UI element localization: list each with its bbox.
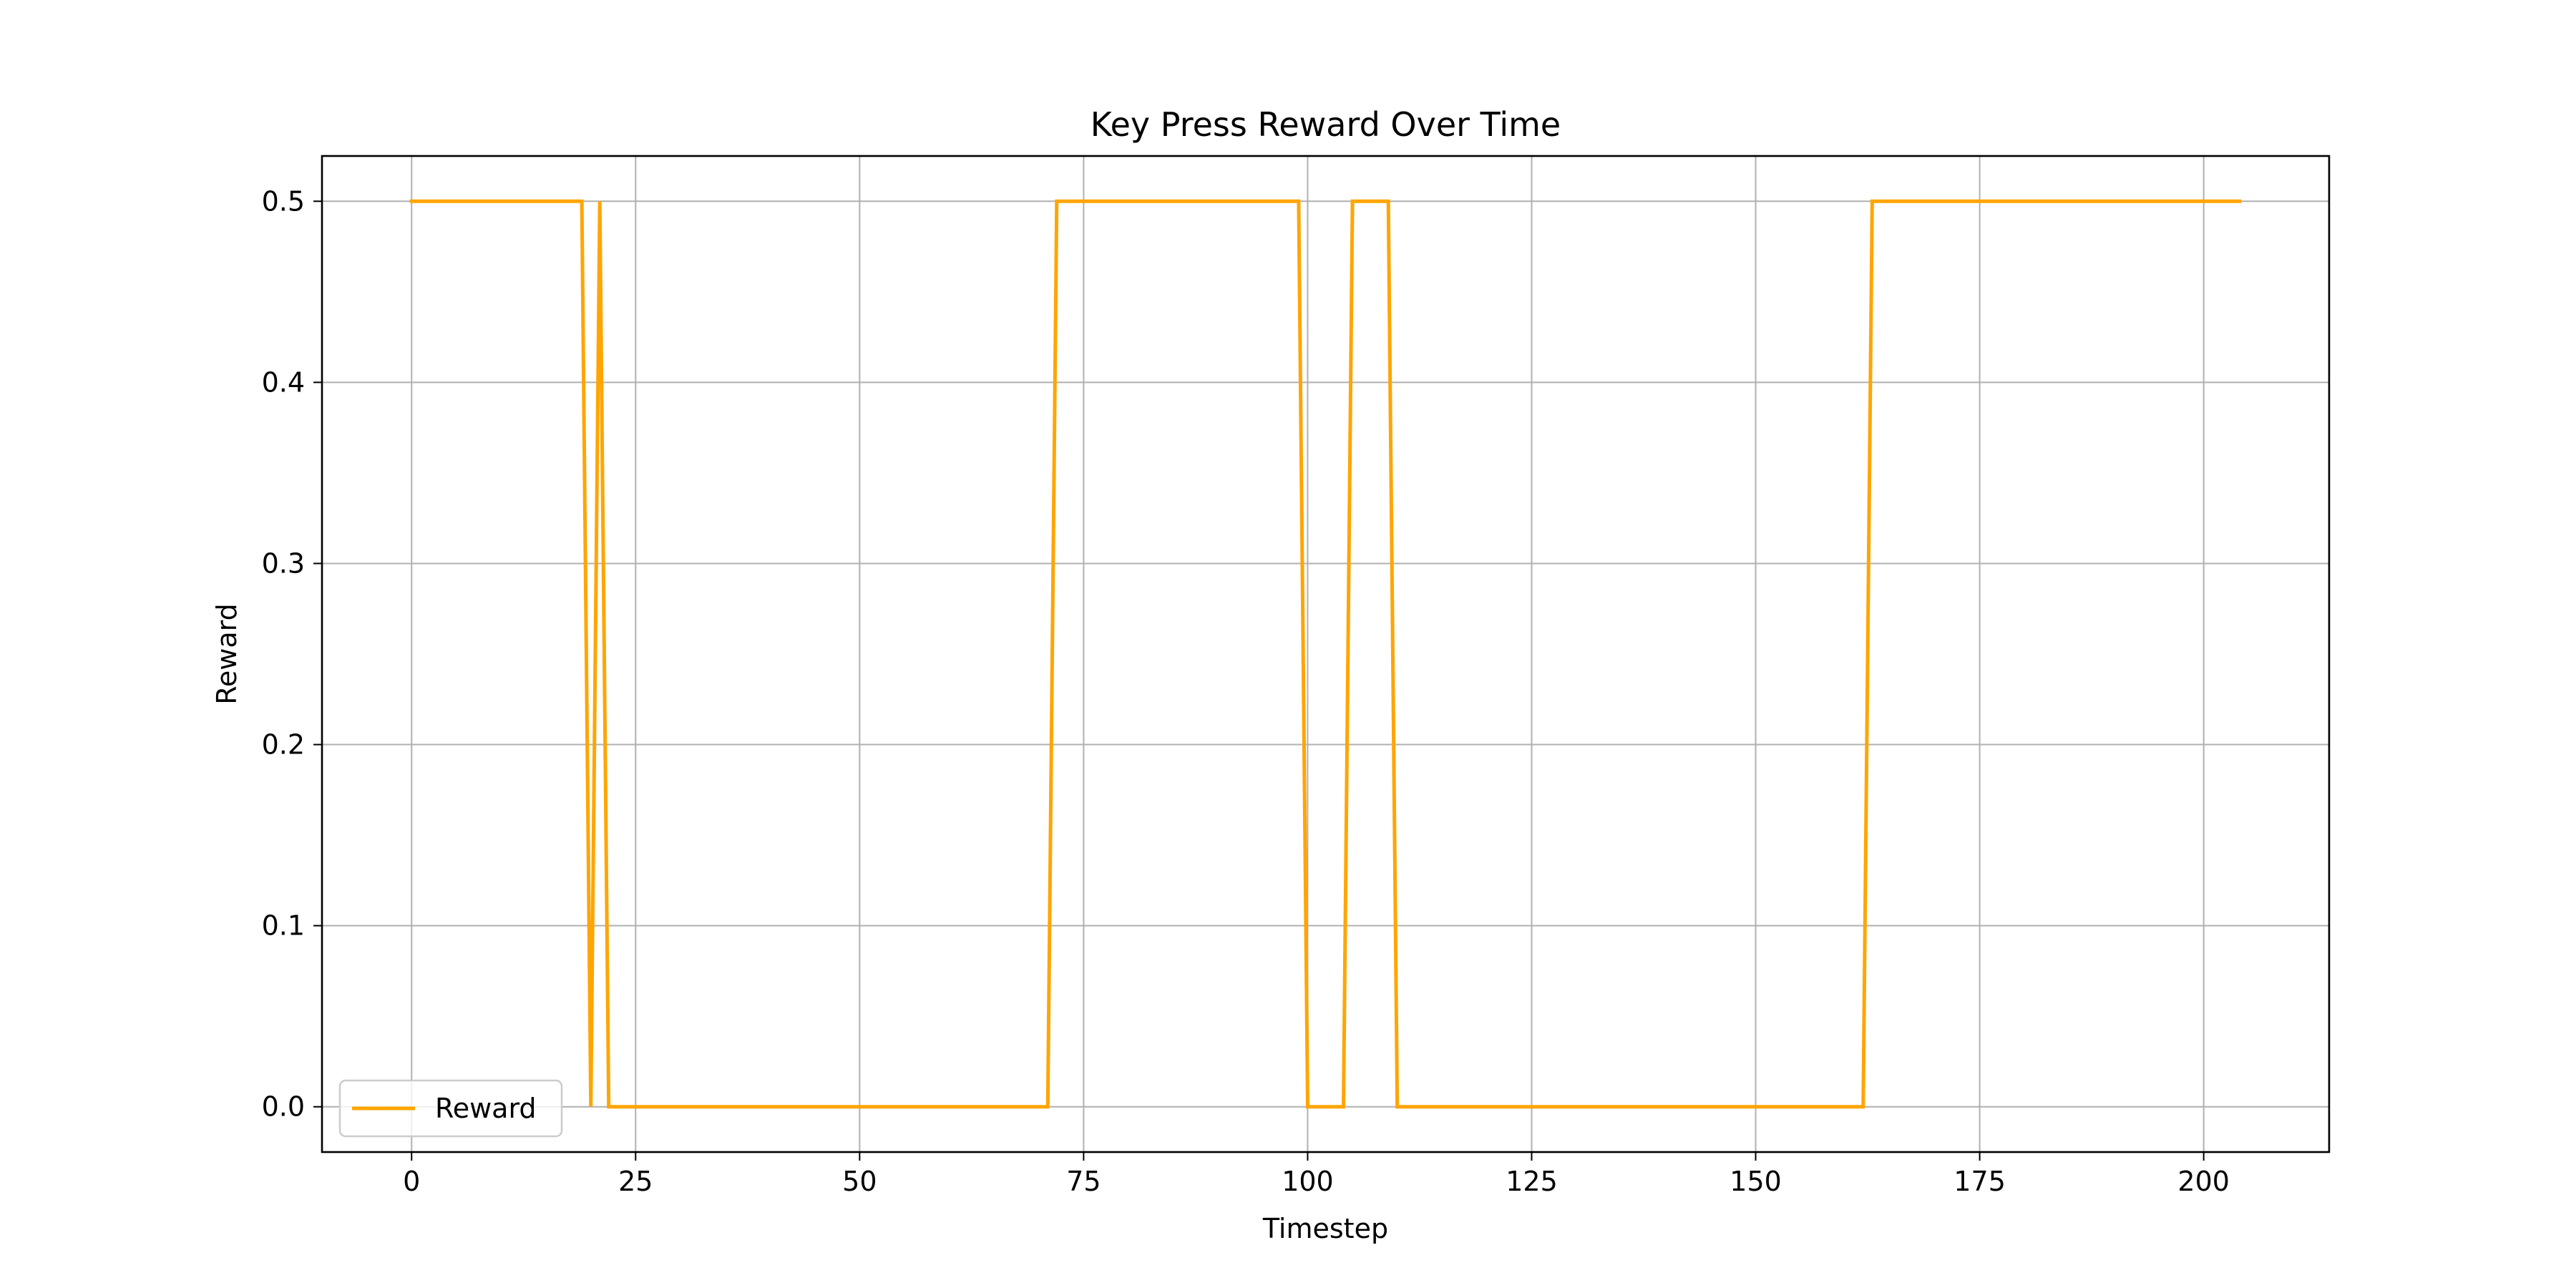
series-line-reward [409, 199, 2242, 1109]
chart-title: Key Press Reward Over Time [1091, 105, 1561, 144]
legend: Reward [338, 1079, 563, 1138]
x-tick-label: 100 [1282, 1166, 1334, 1197]
x-tick-label: 50 [842, 1166, 877, 1197]
x-tick-label: 150 [1729, 1166, 1782, 1197]
x-tick-label: 125 [1506, 1166, 1558, 1197]
x-axis-title: Timestep [1262, 1213, 1388, 1244]
series-layer [409, 199, 2242, 1109]
y-tick-label: 0.5 [262, 185, 305, 217]
y-tick-label: 0.4 [262, 366, 305, 398]
x-tick-label: 200 [2177, 1166, 2230, 1197]
y-tick-label: 0.3 [262, 547, 305, 579]
legend-label-reward: Reward [435, 1093, 537, 1124]
x-tick-label: 0 [403, 1166, 420, 1197]
plot-frame [321, 155, 2331, 1153]
axis-ticks: 0 25 50 75 100 125 150 175 200 0.0 0.1 0.2 0.3 0.4 0.5 [262, 185, 2230, 1197]
y-tick-label: 0.0 [262, 1091, 305, 1123]
legend-box [338, 1079, 563, 1138]
x-tick-label: 25 [618, 1166, 653, 1197]
x-tick-label: 175 [1953, 1166, 2006, 1197]
y-axis-title: Reward [211, 603, 243, 705]
x-tick-label: 75 [1066, 1166, 1101, 1197]
y-tick-label: 0.1 [262, 910, 305, 942]
y-tick-label: 0.2 [262, 729, 305, 761]
